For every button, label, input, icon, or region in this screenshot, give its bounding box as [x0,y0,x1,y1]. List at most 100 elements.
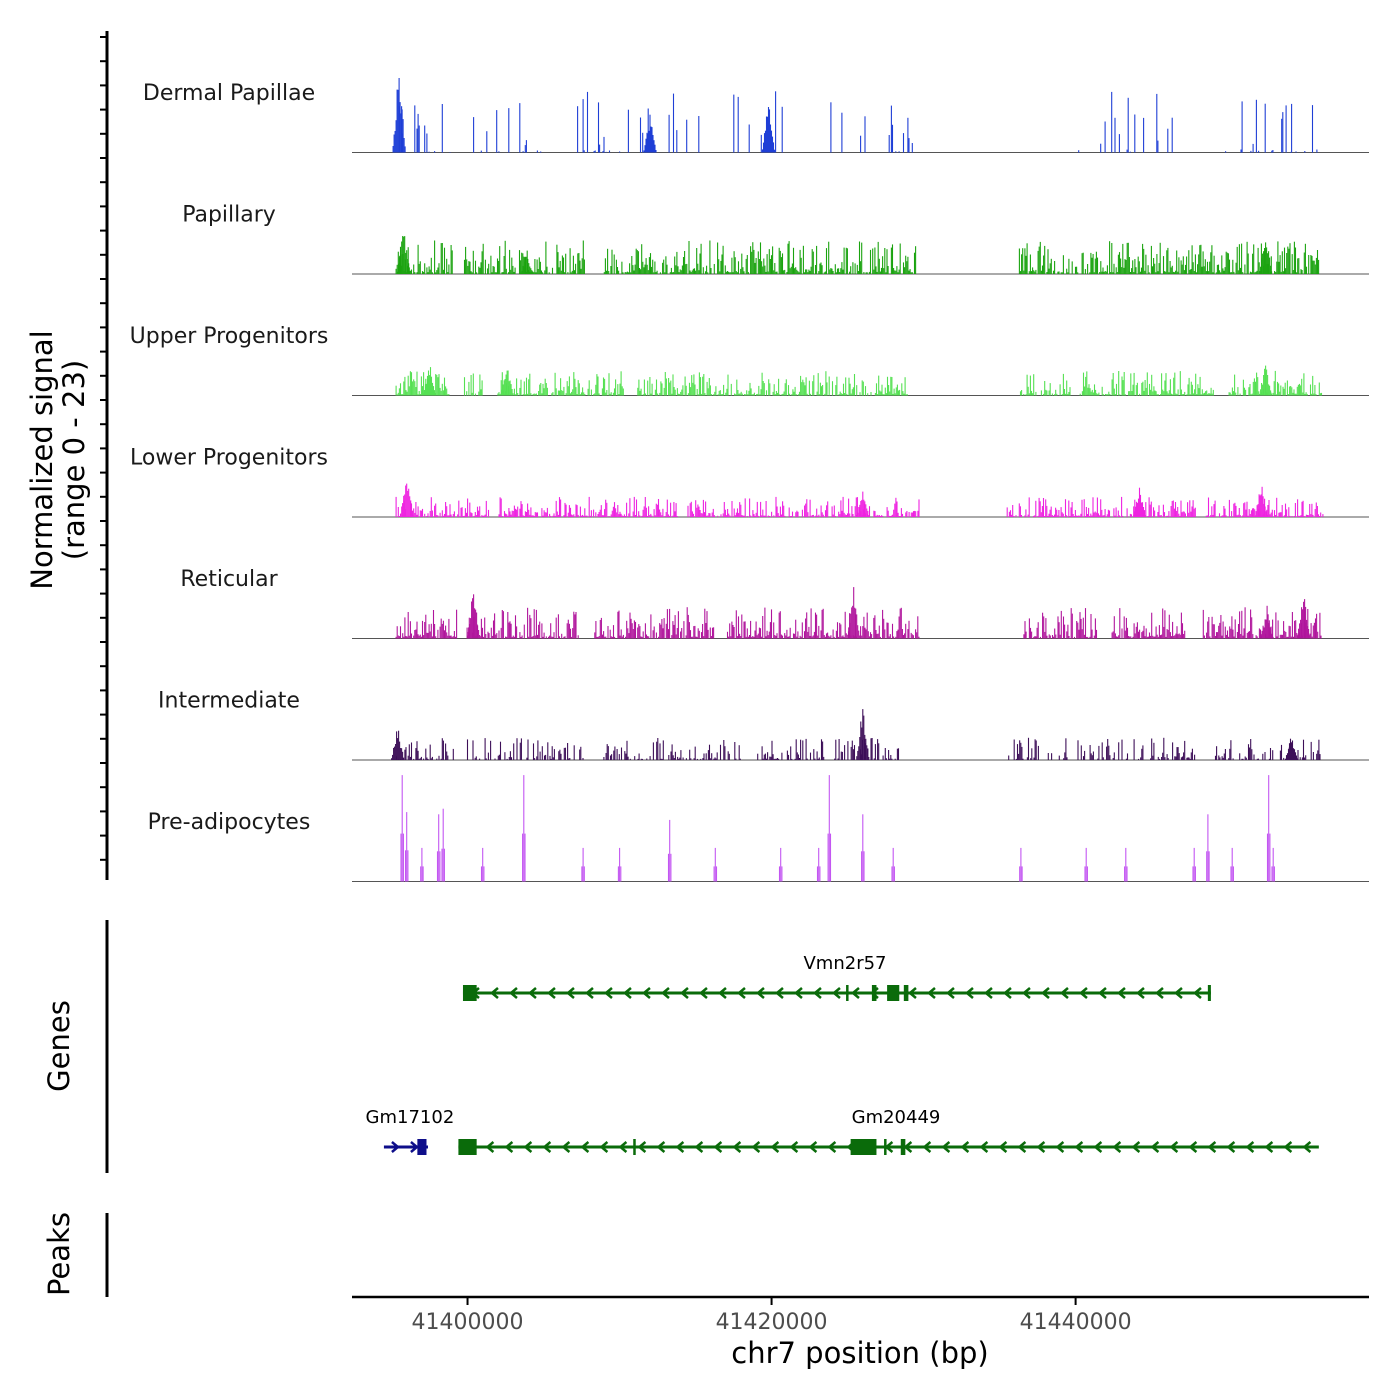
strand-chevron [509,987,518,999]
strand-chevron [941,1141,951,1153]
strand-chevron [1136,987,1145,999]
strand-chevron [1207,1141,1217,1153]
strand-chevron [1188,1141,1198,1153]
track-label: Upper Progenitors [130,324,329,349]
strand-chevron [1017,1141,1027,1153]
gene-exon [846,985,849,1001]
gene-annotations: Vmn2r57 Gm17102 Gm20449 [366,953,1319,1155]
strand-chevron [680,987,689,999]
strand-chevron [528,987,537,999]
strand-chevron [561,1141,571,1153]
strand-chevron [1155,987,1164,999]
strand-chevron [1003,987,1012,999]
strand-chevron [1193,987,1202,999]
strand-chevron [851,987,860,999]
track-label: Papillary [182,203,276,228]
strand-chevron [618,1141,628,1153]
track-4: Lower Progenitors [130,446,1369,518]
strand-chevron [903,1141,913,1153]
genes-panel-label: Genes [42,1000,76,1092]
strand-chevron [1022,987,1031,999]
strand-chevron [604,987,613,999]
strand-chevron [775,987,784,999]
strand-chevron [675,1141,685,1153]
y-axis-label-line2: (range 0 - 23) [57,360,91,560]
strand-chevron [1226,1141,1236,1153]
strand-chevron [946,987,955,999]
strand-chevron [490,987,499,999]
gene-exon [417,1139,427,1155]
strand-chevron [998,1141,1008,1153]
strand-chevron [732,1141,742,1153]
gene-gm20449: Gm20449 [458,1107,1319,1155]
gene-exon [633,1139,636,1155]
gene-exon [850,1139,877,1155]
strand-chevron [1264,1141,1274,1153]
track-label: Intermediate [158,689,300,714]
x-axis-label: chr7 position (bp) [731,1336,988,1370]
track-label: Reticular [180,567,278,592]
strand-chevron [1117,987,1126,999]
strand-chevron [808,1141,818,1153]
gene-label: Vmn2r57 [803,953,886,974]
peaks-panel-label: Peaks [42,1212,76,1296]
strand-chevron [523,1141,533,1153]
strand-chevron [1093,1141,1103,1153]
strand-chevron [1112,1141,1122,1153]
gene-exon [462,985,477,1001]
strand-chevron [1302,1141,1312,1153]
x-tick-label: 41440000 [1020,1310,1132,1335]
strand-chevron [656,1141,666,1153]
strand-chevron [580,1141,590,1153]
strand-chevron [699,987,708,999]
strand-chevron [827,1141,837,1153]
strand-chevron [1098,987,1107,999]
gene-vmn2r57: Vmn2r57 [462,953,1211,1001]
x-tick-label: 41400000 [412,1310,524,1335]
strand-chevron [965,987,974,999]
x-tick-label: 41420000 [716,1310,828,1335]
gene-exon [884,1139,887,1155]
strand-chevron [979,1141,989,1153]
track-label: Lower Progenitors [130,446,328,471]
gene-label: Gm17102 [366,1107,455,1128]
strand-chevron [1150,1141,1160,1153]
strand-chevron [585,987,594,999]
strand-chevron [718,987,727,999]
strand-chevron [960,1141,970,1153]
track-3: Upper Progenitors [130,324,1369,396]
strand-chevron [832,987,841,999]
gene-label: Gm20449 [852,1107,941,1128]
gene-gm17102: Gm17102 [366,1107,455,1155]
coverage-tracks: Dermal Papillae Papillary Upper Progenitor… [130,78,1369,882]
track-5: Reticular [180,567,1369,639]
strand-chevron [547,987,556,999]
track-label: Pre-adipocytes [148,810,311,835]
strand-chevron [410,1141,419,1153]
gene-exon [871,985,877,1001]
strand-chevron [770,1141,780,1153]
strand-chevron [927,987,936,999]
strand-chevron [751,1141,761,1153]
strand-chevron [1131,1141,1141,1153]
strand-chevron [1169,1141,1179,1153]
track-label: Dermal Papillae [143,81,315,106]
strand-chevron [694,1141,704,1153]
track-1: Dermal Papillae [143,78,1369,153]
strand-chevron [1174,987,1183,999]
strand-chevron [1079,987,1088,999]
track-2: Papillary [182,203,1369,275]
strand-chevron [661,987,670,999]
strand-chevron [756,987,765,999]
strand-chevron [642,987,651,999]
strand-chevron [794,987,803,999]
strand-chevron [1036,1141,1046,1153]
strand-chevron [599,1141,609,1153]
strand-chevron [922,1141,932,1153]
gene-exon [458,1139,477,1155]
track-6: Intermediate [158,689,1369,761]
strand-chevron [984,987,993,999]
strand-chevron [1041,987,1050,999]
strand-chevron [713,1141,723,1153]
gene-exon [903,985,909,1001]
